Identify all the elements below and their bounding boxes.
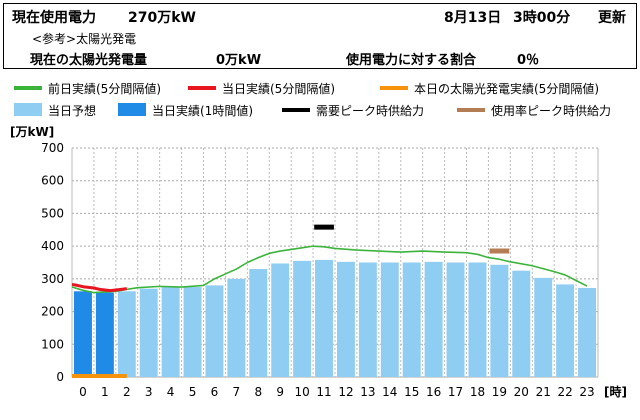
- y-tick-7: 700: [41, 141, 64, 155]
- current-usage-value: 270万kW: [128, 10, 196, 26]
- solar-ratio-label: 使用電力に対する割合: [346, 53, 477, 68]
- forecast-bar-9: [271, 263, 290, 377]
- forecast-bar-13: [358, 262, 377, 377]
- bars: [73, 259, 597, 377]
- y-tick-1: 100: [41, 337, 64, 351]
- x-tick-11: 11: [316, 385, 331, 399]
- legend-swatch-3: [14, 103, 42, 116]
- x-tick-18: 18: [470, 385, 485, 399]
- x-axis-label: [時]: [604, 384, 627, 399]
- solar-ratio-value: 0％: [517, 53, 540, 68]
- x-tick-10: 10: [294, 385, 309, 399]
- x-tick-7: 7: [233, 385, 241, 399]
- x-tick-2: 2: [123, 385, 131, 399]
- update-label: 更新: [598, 10, 626, 26]
- forecast-bar-16: [424, 261, 443, 377]
- forecast-bar-8: [249, 269, 268, 377]
- x-tick-4: 4: [167, 385, 175, 399]
- legend-label-0: 前日実績(5分間隔値): [48, 81, 161, 96]
- today-line: [71, 282, 127, 293]
- x-tick-21: 21: [536, 385, 551, 399]
- forecast-bar-15: [402, 262, 421, 377]
- y-tick-labels: 0 100 200 300 400 500 600 700: [41, 141, 64, 384]
- grid: [71, 147, 599, 378]
- x-tick-6: 6: [211, 385, 219, 399]
- y-tick-0: 0: [56, 370, 64, 384]
- x-tick-1: 1: [101, 385, 109, 399]
- legend-label-3: 当日予想: [48, 103, 96, 118]
- legend-swatch-4: [118, 103, 146, 116]
- forecast-bar-6: [205, 285, 224, 377]
- y-tick-5: 500: [41, 206, 64, 220]
- forecast-bar-14: [380, 262, 399, 377]
- x-tick-22: 22: [557, 385, 572, 399]
- y-tick-3: 300: [41, 272, 64, 286]
- update-date: 8月13日: [444, 10, 502, 26]
- y-axis-label: [万kW]: [10, 125, 54, 139]
- series-lines: [71, 224, 588, 378]
- x-tick-19: 19: [492, 385, 507, 399]
- reference-label: <参考>太陽光発電: [32, 32, 137, 46]
- forecast-bar-22: [556, 284, 575, 377]
- x-tick-3: 3: [145, 385, 153, 399]
- solar-generation-value: 0万kW: [216, 53, 262, 68]
- header-box: [3, 3, 637, 69]
- x-tick-12: 12: [338, 385, 353, 399]
- x-tick-8: 8: [254, 385, 262, 399]
- y-tick-4: 400: [41, 239, 64, 253]
- actual-bar-1: [95, 292, 114, 377]
- forecast-bar-21: [534, 277, 553, 377]
- legend-label-5: 需要ピーク時供給力: [316, 104, 424, 118]
- forecast-bar-11: [315, 259, 334, 377]
- x-tick-0: 0: [79, 385, 87, 399]
- x-tick-20: 20: [514, 385, 529, 399]
- forecast-bar-20: [512, 270, 531, 377]
- x-tick-5: 5: [189, 385, 197, 399]
- x-tick-14: 14: [382, 385, 397, 399]
- forecast-bar-7: [227, 278, 246, 377]
- forecast-bar-4: [161, 287, 180, 377]
- x-tick-9: 9: [276, 385, 284, 399]
- forecast-bar-2: [117, 291, 136, 377]
- x-tick-labels: 0 1 2 3 4 5 6 7 8 9 10 11 12 13 14 15 16 17 18 19 20 21 22 23: [79, 385, 595, 399]
- x-tick-16: 16: [426, 385, 441, 399]
- forecast-bar-19: [490, 264, 509, 377]
- y-tick-2: 200: [41, 305, 64, 319]
- update-time: 3時00分: [513, 10, 571, 26]
- legend-label-6: 使用率ピーク時供給力: [491, 103, 611, 118]
- forecast-bar-3: [139, 288, 158, 377]
- forecast-bar-5: [183, 287, 202, 377]
- x-tick-23: 23: [579, 385, 594, 399]
- x-tick-17: 17: [448, 385, 463, 399]
- x-tick-15: 15: [404, 385, 419, 399]
- x-tick-13: 13: [360, 385, 375, 399]
- forecast-bar-18: [468, 262, 487, 377]
- forecast-bar-23: [578, 288, 597, 377]
- actual-bar-0: [73, 291, 92, 377]
- y-tick-6: 600: [41, 174, 64, 188]
- prev-day-line: [71, 245, 588, 294]
- legend-label-1: 当日実績(5分間隔値): [222, 81, 335, 96]
- forecast-bar-17: [446, 262, 465, 377]
- forecast-bar-12: [336, 261, 355, 377]
- solar-generation-label: 現在の太陽光発電量: [30, 53, 148, 68]
- current-usage-label: 現在使用電力: [12, 10, 96, 26]
- legend-label-4: 当日実績(1時間値): [152, 103, 253, 118]
- forecast-bar-10: [293, 260, 312, 377]
- legend-label-2: 本日の太陽光発電実績(5分間隔値): [414, 81, 599, 96]
- legend: 前日実績(5分間隔値) 当日実績(5分間隔値) 本日の太陽光発電実績(5分間隔値) 当…: [14, 81, 611, 118]
